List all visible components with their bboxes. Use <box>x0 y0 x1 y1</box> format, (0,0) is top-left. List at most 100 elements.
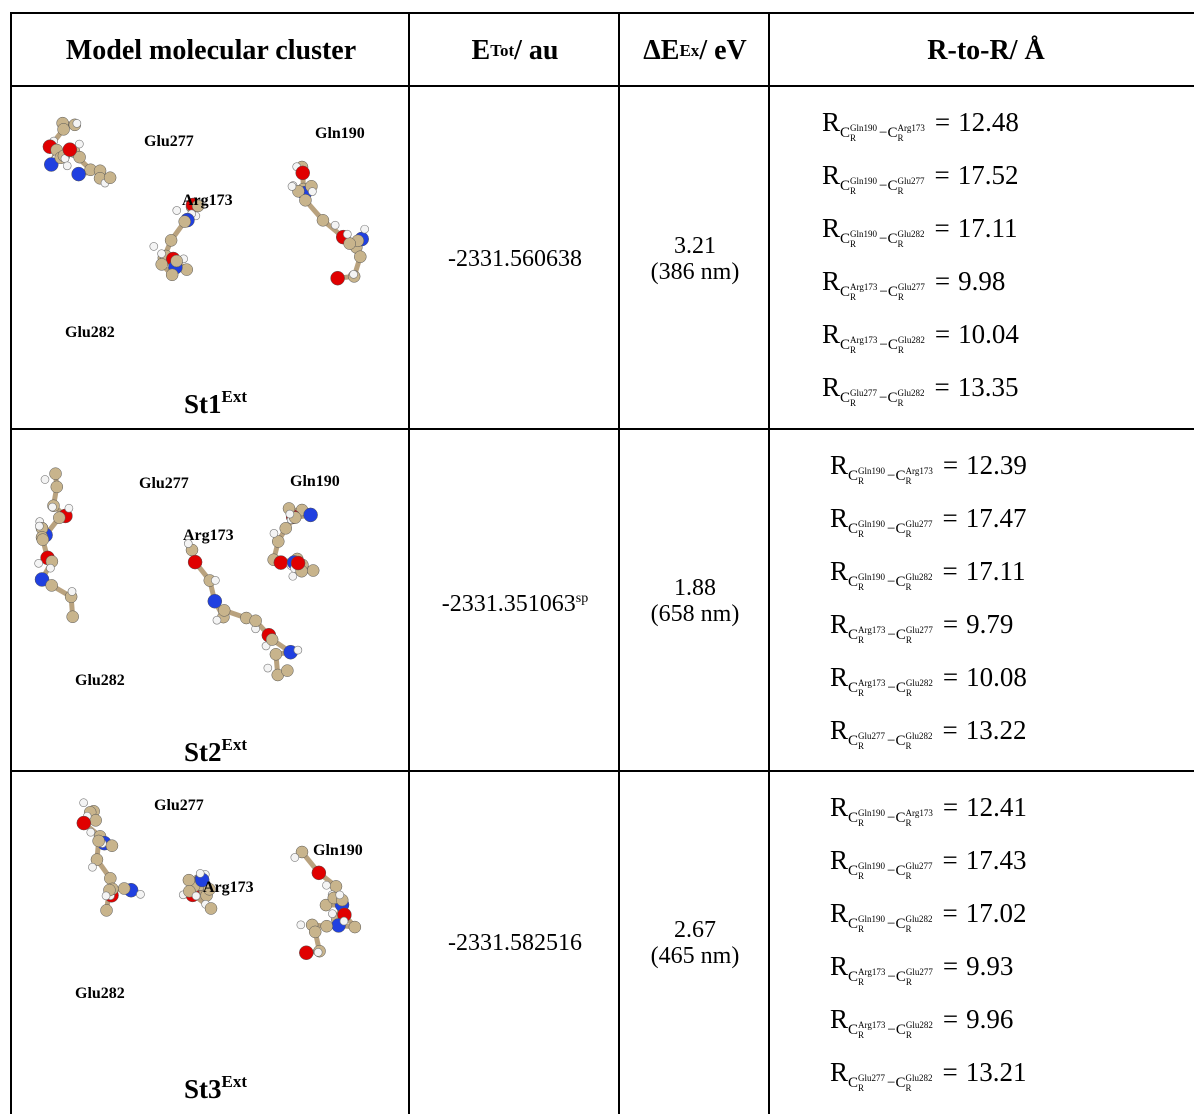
atom-sub: R <box>850 398 877 408</box>
atom <box>270 648 282 660</box>
atom-symbol: C <box>896 733 906 750</box>
equals-sign: = <box>943 845 958 876</box>
equals-sign: = <box>935 107 950 138</box>
hydrogen <box>46 564 54 572</box>
atom-sub: R <box>858 635 885 645</box>
atom <box>166 269 178 281</box>
distance-value: 17.11 <box>966 556 1026 587</box>
cluster-name: St2Ext <box>184 735 247 768</box>
cluster-name: St3Ext <box>184 1072 247 1105</box>
equals-sign: = <box>943 450 958 481</box>
atom <box>50 468 62 480</box>
page: Model molecular clusterETot/ auΔEEx/ eVR… <box>0 0 1194 1106</box>
atom-sub: R <box>858 1083 885 1093</box>
atom <box>72 167 86 181</box>
residue-name: Glu277 <box>898 176 925 186</box>
atom-sub: R <box>858 1030 885 1040</box>
atom <box>101 904 113 916</box>
residue-label: Gln190 <box>290 473 340 491</box>
hydrogen <box>331 221 339 229</box>
hydrogen <box>75 140 83 148</box>
atom-sub: R <box>906 871 933 881</box>
residue-name: Glu282 <box>898 335 925 345</box>
distance-symbol: R <box>822 319 840 350</box>
distance-symbol: R <box>822 160 840 191</box>
energy-note: sp <box>576 591 588 606</box>
distance-value: 9.79 <box>966 609 1013 640</box>
atom-sub: R <box>858 529 885 539</box>
header-text: R-to-R/ Å <box>927 35 1044 67</box>
hydrogen <box>65 504 73 512</box>
minus-sign: − <box>887 468 895 485</box>
residue-name: Glu282 <box>906 1020 933 1030</box>
distance-symbol: R <box>830 1004 848 1035</box>
hydrogen <box>270 529 278 537</box>
atom <box>205 902 217 914</box>
atom-symbol: C <box>896 574 906 591</box>
hydrogen <box>297 921 305 929</box>
equals-sign: = <box>943 792 958 823</box>
equals-sign: = <box>943 951 958 982</box>
residue-label: Glu282 <box>75 985 125 1003</box>
minus-sign: − <box>879 284 887 301</box>
distance-value: 17.47 <box>966 503 1027 534</box>
distance-symbol: R <box>830 792 848 823</box>
cluster-name-base: St3 <box>184 1074 222 1104</box>
table-cell: 3.21(386 nm) <box>618 85 770 430</box>
hydrogen <box>336 891 344 899</box>
minus-sign: − <box>879 125 887 142</box>
atom <box>51 481 63 493</box>
atom <box>344 238 356 250</box>
atom-sub: R <box>906 924 933 934</box>
distance-value: 9.96 <box>966 1004 1013 1035</box>
residue-label: Gln190 <box>313 842 363 860</box>
atom-sub: R <box>850 239 877 249</box>
atom-sub: R <box>858 688 885 698</box>
atom-symbol: C <box>888 231 898 248</box>
atom-sub: R <box>906 1030 933 1040</box>
atom-sub: R <box>906 582 933 592</box>
atom <box>304 508 318 522</box>
residue-name: Gln190 <box>858 914 885 924</box>
hydrogen <box>328 910 336 918</box>
hydrogen <box>294 646 302 654</box>
residue-name: Glu277 <box>858 1073 885 1083</box>
hydrogen <box>41 475 49 483</box>
atom-symbol: C <box>840 390 850 407</box>
distance-value: 17.52 <box>958 160 1019 191</box>
distance-value: 13.35 <box>958 372 1019 403</box>
residue-name: Glu277 <box>858 731 885 741</box>
table-cell: 2.67(465 nm) <box>618 770 770 1114</box>
table-cell: -2331.582516 <box>408 770 620 1114</box>
molecule-image <box>12 772 408 1114</box>
equals-sign: = <box>943 1004 958 1035</box>
equals-sign: = <box>943 662 958 693</box>
hydrogen <box>68 587 76 595</box>
cluster-name-base: St1 <box>184 389 222 419</box>
hydrogen <box>361 225 369 233</box>
atom <box>156 258 168 270</box>
atom-symbol: C <box>848 627 858 644</box>
distance-symbol: R <box>830 556 848 587</box>
equals-sign: = <box>935 213 950 244</box>
